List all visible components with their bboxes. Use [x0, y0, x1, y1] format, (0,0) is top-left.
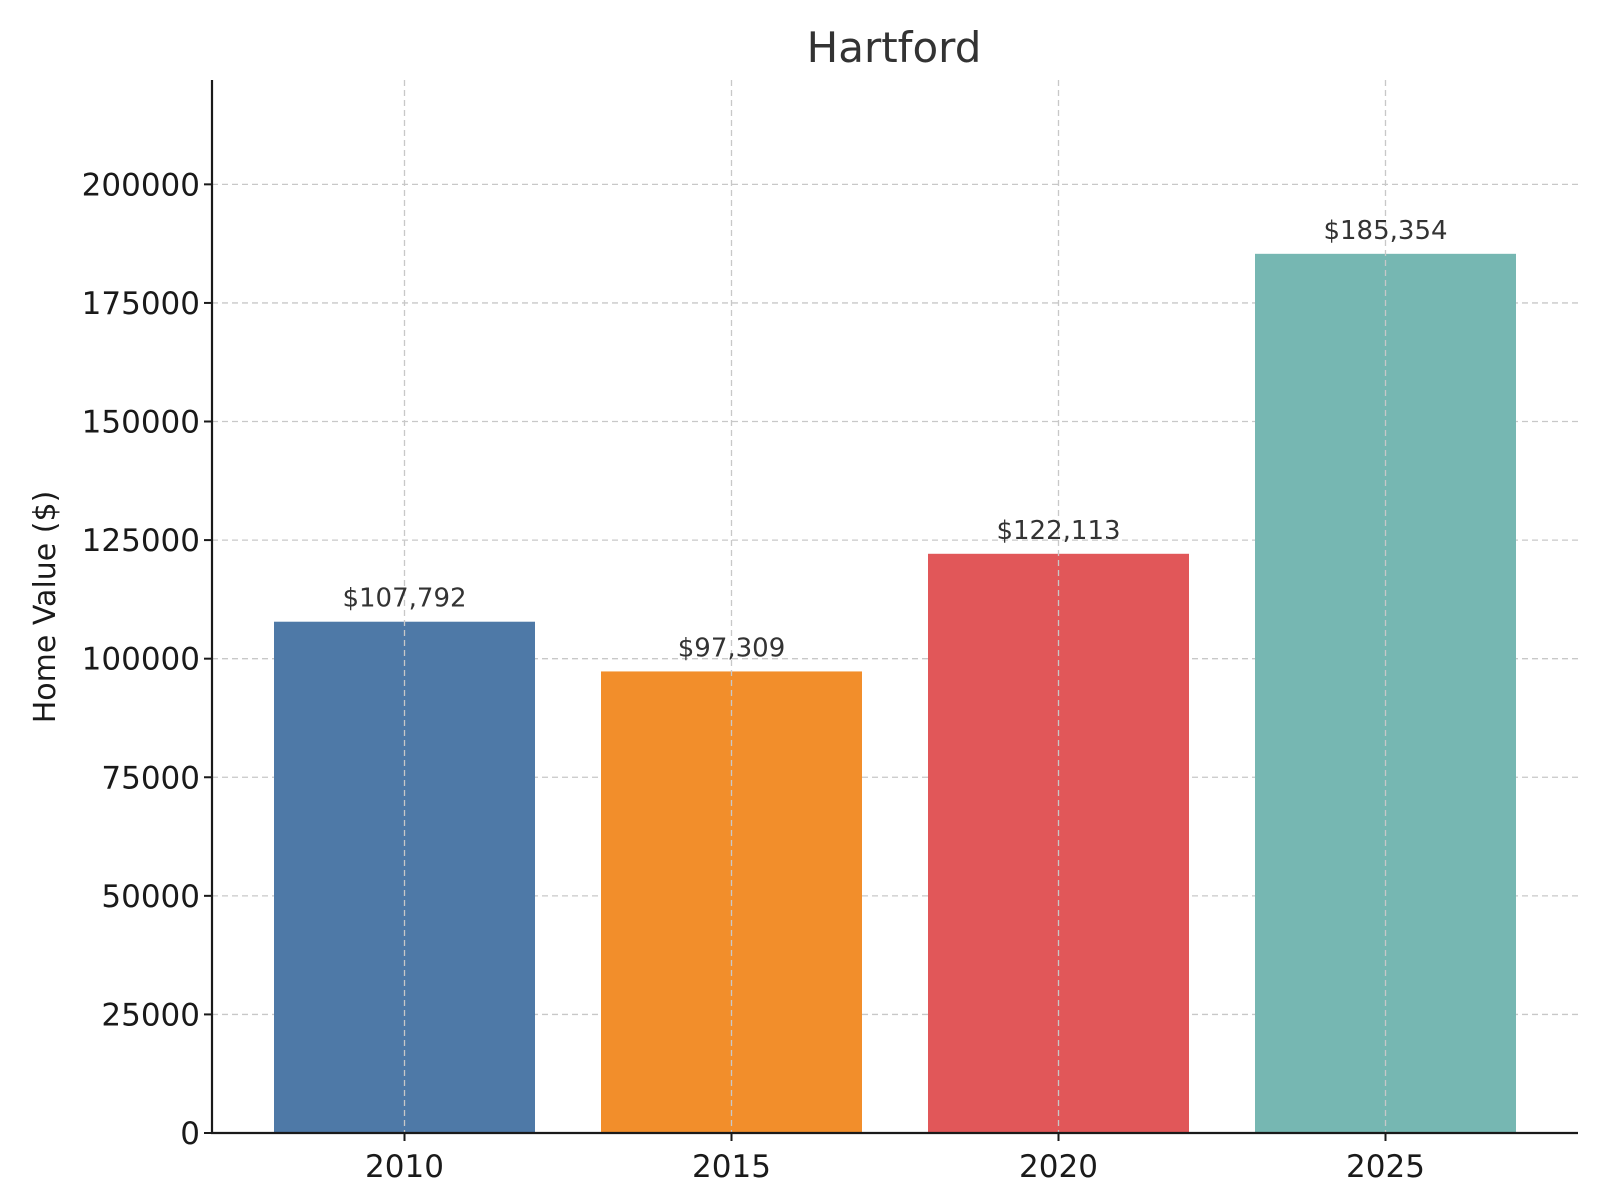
x-tick-label-2015: 2015 — [692, 1149, 771, 1185]
data-labels: $107,792 $97,309 $122,113 $185,354 — [342, 80, 1448, 1133]
x-tick-label-2020: 2020 — [1019, 1149, 1098, 1185]
x-tick-label-2025: 2025 — [1346, 1149, 1425, 1185]
y-tick-label: 75000 — [101, 760, 200, 796]
y-tick-label: 150000 — [82, 405, 200, 441]
x-tick-label-2010: 2010 — [365, 1149, 444, 1185]
axes: 0 25000 50000 75000 100000 125000 150000 175000… — [82, 80, 1578, 1185]
bar-2010 — [274, 621, 535, 1133]
data-label-2025: $185,354 — [1323, 216, 1447, 246]
y-tick-label: 0 — [180, 1116, 200, 1152]
y-tick-label: 50000 — [101, 879, 200, 915]
bars — [274, 253, 1516, 1133]
grid — [212, 183, 1578, 1016]
y-tick-label: 200000 — [82, 167, 200, 203]
y-tick-label: 25000 — [101, 997, 200, 1033]
data-label-2010: $107,792 — [342, 584, 466, 614]
data-label-2015: $97,309 — [678, 633, 786, 663]
y-tick-label: 125000 — [82, 523, 200, 559]
data-label-2020: $122,113 — [996, 516, 1120, 546]
y-tick-label: 100000 — [82, 642, 200, 678]
chart-title: Hartford — [807, 23, 982, 72]
y-tick-label: 175000 — [82, 286, 200, 322]
y-axis-label: Home Value ($) — [28, 491, 63, 724]
